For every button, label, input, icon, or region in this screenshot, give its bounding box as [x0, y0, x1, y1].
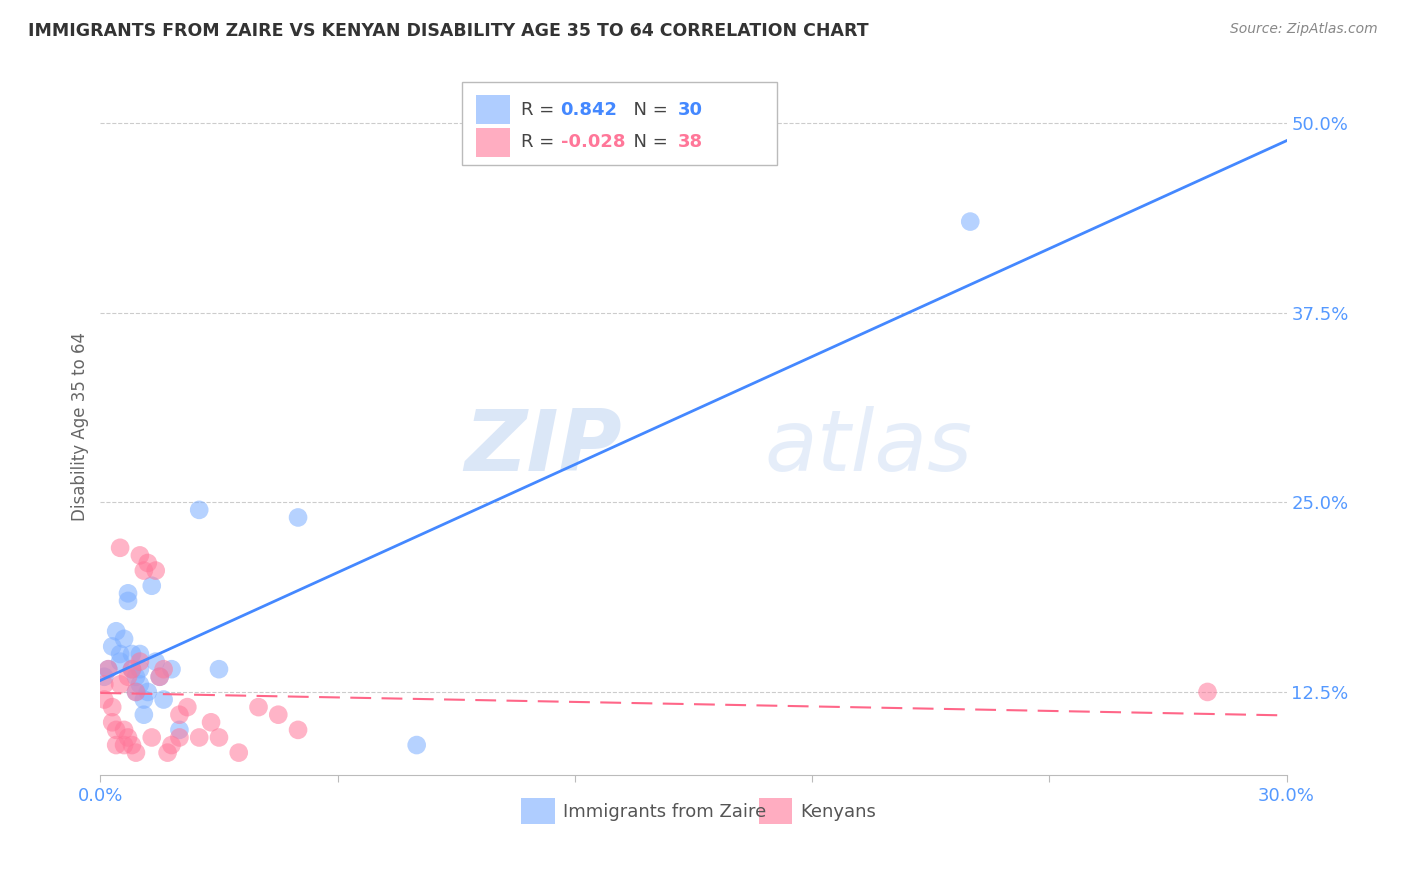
Point — [247, 700, 270, 714]
Text: 30: 30 — [678, 101, 703, 119]
Point — [117, 670, 139, 684]
Point — [160, 738, 183, 752]
Point — [405, 738, 427, 752]
FancyBboxPatch shape — [759, 797, 792, 824]
Point — [208, 662, 231, 676]
Point — [93, 692, 115, 706]
Point — [121, 647, 143, 661]
FancyBboxPatch shape — [477, 95, 509, 124]
Point — [152, 692, 174, 706]
Text: atlas: atlas — [765, 406, 973, 489]
Point — [188, 731, 211, 745]
Point — [145, 655, 167, 669]
Point — [136, 685, 159, 699]
Text: ZIP: ZIP — [464, 406, 623, 489]
Point — [132, 692, 155, 706]
Point — [112, 738, 135, 752]
Text: -0.028: -0.028 — [561, 134, 626, 152]
Point — [125, 685, 148, 699]
Point — [93, 677, 115, 691]
Point — [101, 700, 124, 714]
Point — [188, 503, 211, 517]
Point — [136, 556, 159, 570]
Point — [108, 655, 131, 669]
Point — [128, 677, 150, 691]
Point — [132, 707, 155, 722]
Point — [112, 632, 135, 646]
Point — [160, 662, 183, 676]
Point — [117, 586, 139, 600]
Point — [108, 647, 131, 661]
Text: Immigrants from Zaire: Immigrants from Zaire — [562, 803, 766, 821]
Point — [141, 731, 163, 745]
Point — [200, 715, 222, 730]
Text: N =: N = — [623, 101, 673, 119]
Point — [97, 662, 120, 676]
Point — [105, 738, 128, 752]
Text: R =: R = — [522, 134, 561, 152]
Point — [176, 700, 198, 714]
Point — [108, 541, 131, 555]
Point — [101, 640, 124, 654]
Point — [105, 624, 128, 639]
Text: 0.842: 0.842 — [561, 101, 617, 119]
Point — [287, 510, 309, 524]
Point — [228, 746, 250, 760]
Point — [1197, 685, 1219, 699]
Point — [145, 564, 167, 578]
Point — [121, 738, 143, 752]
Text: Kenyans: Kenyans — [800, 803, 876, 821]
Point — [152, 662, 174, 676]
FancyBboxPatch shape — [477, 128, 509, 157]
Text: N =: N = — [623, 134, 673, 152]
Point — [128, 647, 150, 661]
Point — [156, 746, 179, 760]
Point — [125, 685, 148, 699]
FancyBboxPatch shape — [463, 82, 776, 165]
Point — [287, 723, 309, 737]
Point — [105, 723, 128, 737]
Point — [128, 662, 150, 676]
Point — [117, 731, 139, 745]
Point — [125, 746, 148, 760]
Point — [101, 715, 124, 730]
Text: Source: ZipAtlas.com: Source: ZipAtlas.com — [1230, 22, 1378, 37]
Point — [169, 707, 191, 722]
Point — [141, 579, 163, 593]
Point — [121, 662, 143, 676]
Point — [117, 594, 139, 608]
Point — [93, 670, 115, 684]
Point — [169, 731, 191, 745]
Point — [149, 670, 172, 684]
Point — [149, 670, 172, 684]
Point — [112, 723, 135, 737]
Point — [121, 662, 143, 676]
Point — [128, 655, 150, 669]
Point — [125, 670, 148, 684]
Point — [108, 677, 131, 691]
Point — [132, 564, 155, 578]
Text: IMMIGRANTS FROM ZAIRE VS KENYAN DISABILITY AGE 35 TO 64 CORRELATION CHART: IMMIGRANTS FROM ZAIRE VS KENYAN DISABILI… — [28, 22, 869, 40]
Text: 38: 38 — [678, 134, 703, 152]
Point — [959, 214, 981, 228]
Point — [208, 731, 231, 745]
Point — [169, 723, 191, 737]
Point — [267, 707, 290, 722]
FancyBboxPatch shape — [522, 797, 555, 824]
Point — [128, 549, 150, 563]
Text: R =: R = — [522, 101, 561, 119]
Y-axis label: Disability Age 35 to 64: Disability Age 35 to 64 — [72, 332, 89, 521]
Point — [97, 662, 120, 676]
